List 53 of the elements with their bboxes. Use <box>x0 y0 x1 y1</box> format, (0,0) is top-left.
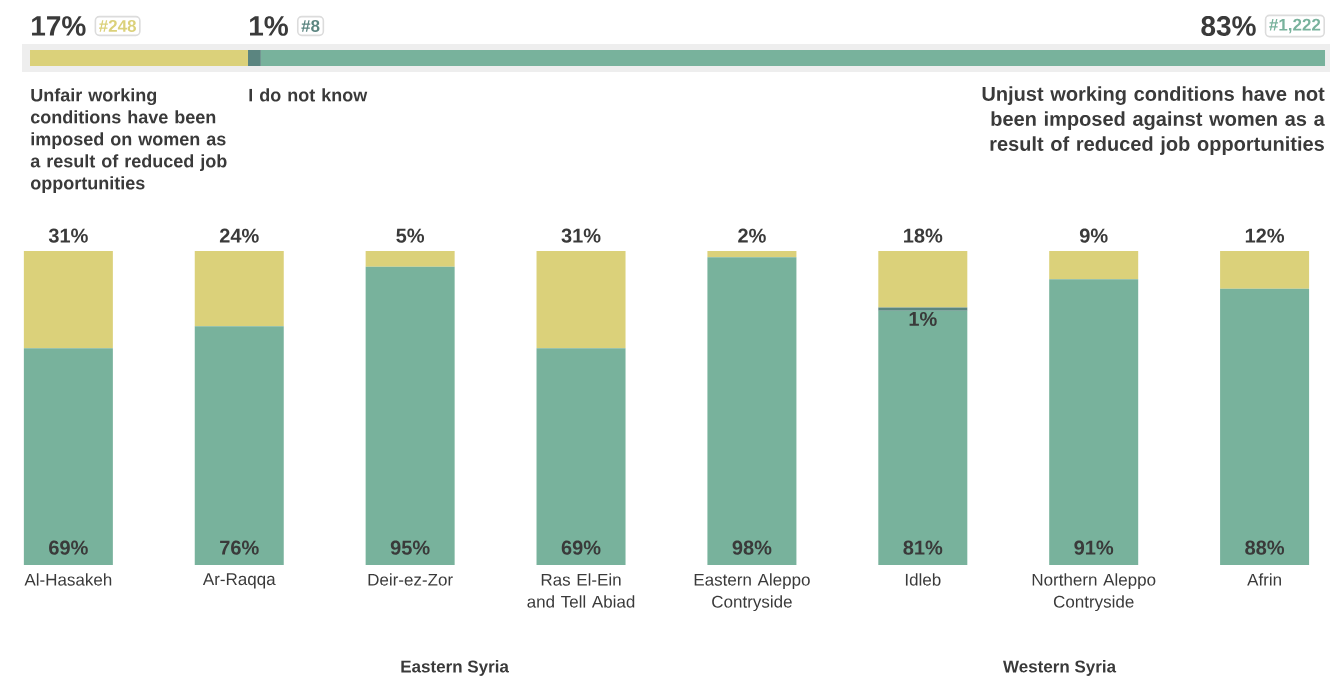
data-label: 24% <box>219 228 259 243</box>
bar <box>194 250 284 327</box>
x-tick-label: Al-Hasakeh <box>24 573 112 586</box>
data-label: 9% <box>1079 228 1108 243</box>
bar <box>1220 288 1310 565</box>
bar <box>536 250 626 349</box>
bar <box>707 250 797 258</box>
data-label: 98% <box>732 540 772 555</box>
series-label: Unfair working conditions have been imposed on women as a result of reduced job opportunities <box>30 88 227 194</box>
data-label: 76% <box>220 540 259 555</box>
data-label: 69% <box>561 540 601 555</box>
series-label: I do not know <box>249 88 368 102</box>
bar <box>1049 250 1139 280</box>
data-label: 31% <box>561 228 601 243</box>
x-tick-label: Idleb <box>905 573 941 586</box>
x-tick-label: Deir-ez-Zor <box>368 573 453 586</box>
data-label: 5% <box>396 228 425 243</box>
data-label: 31% <box>48 228 88 243</box>
text: #8 <box>301 19 320 33</box>
bar <box>23 348 113 565</box>
data-label: 1% <box>250 16 288 36</box>
series-label: Unjust working conditions have not been imposed against women as a result of reduced job opportunities <box>982 86 1325 155</box>
text: #1,222 <box>1269 18 1321 34</box>
bar <box>536 348 626 565</box>
data-label: 88% <box>1245 540 1285 555</box>
data-label: 12% <box>1245 228 1285 243</box>
bar <box>878 310 968 565</box>
x-tick-label: Ras El-Ein and Tell Abiad <box>527 573 635 608</box>
x-tick-label: Afrin <box>1247 573 1281 586</box>
bar <box>707 257 797 565</box>
x-tick-label: Ar-Raqqa <box>202 573 276 589</box>
data-label: 69% <box>49 540 88 555</box>
data-label: 95% <box>390 540 430 555</box>
bar <box>1220 250 1310 289</box>
x-tick-label: Northern Aleppo Contryside <box>1032 573 1156 612</box>
bar <box>23 250 113 349</box>
data-label: 1% <box>909 311 937 326</box>
data-label: 91% <box>1074 540 1114 555</box>
x-tick-label: Eastern Aleppo Contryside <box>694 573 810 612</box>
data-label: 83% <box>1201 16 1256 36</box>
data-label: 2% <box>738 228 766 243</box>
bar <box>365 266 455 565</box>
data-label: 18% <box>904 228 943 243</box>
bar <box>1049 279 1139 565</box>
bar <box>365 250 455 267</box>
text: #248 <box>99 19 136 33</box>
data-label: 81% <box>903 540 943 555</box>
text: Western Syria <box>1003 660 1117 676</box>
bar <box>878 307 968 311</box>
bar <box>194 326 284 565</box>
bar <box>878 250 968 308</box>
data-label: 17% <box>32 16 86 36</box>
text: Eastern Syria <box>401 660 509 676</box>
